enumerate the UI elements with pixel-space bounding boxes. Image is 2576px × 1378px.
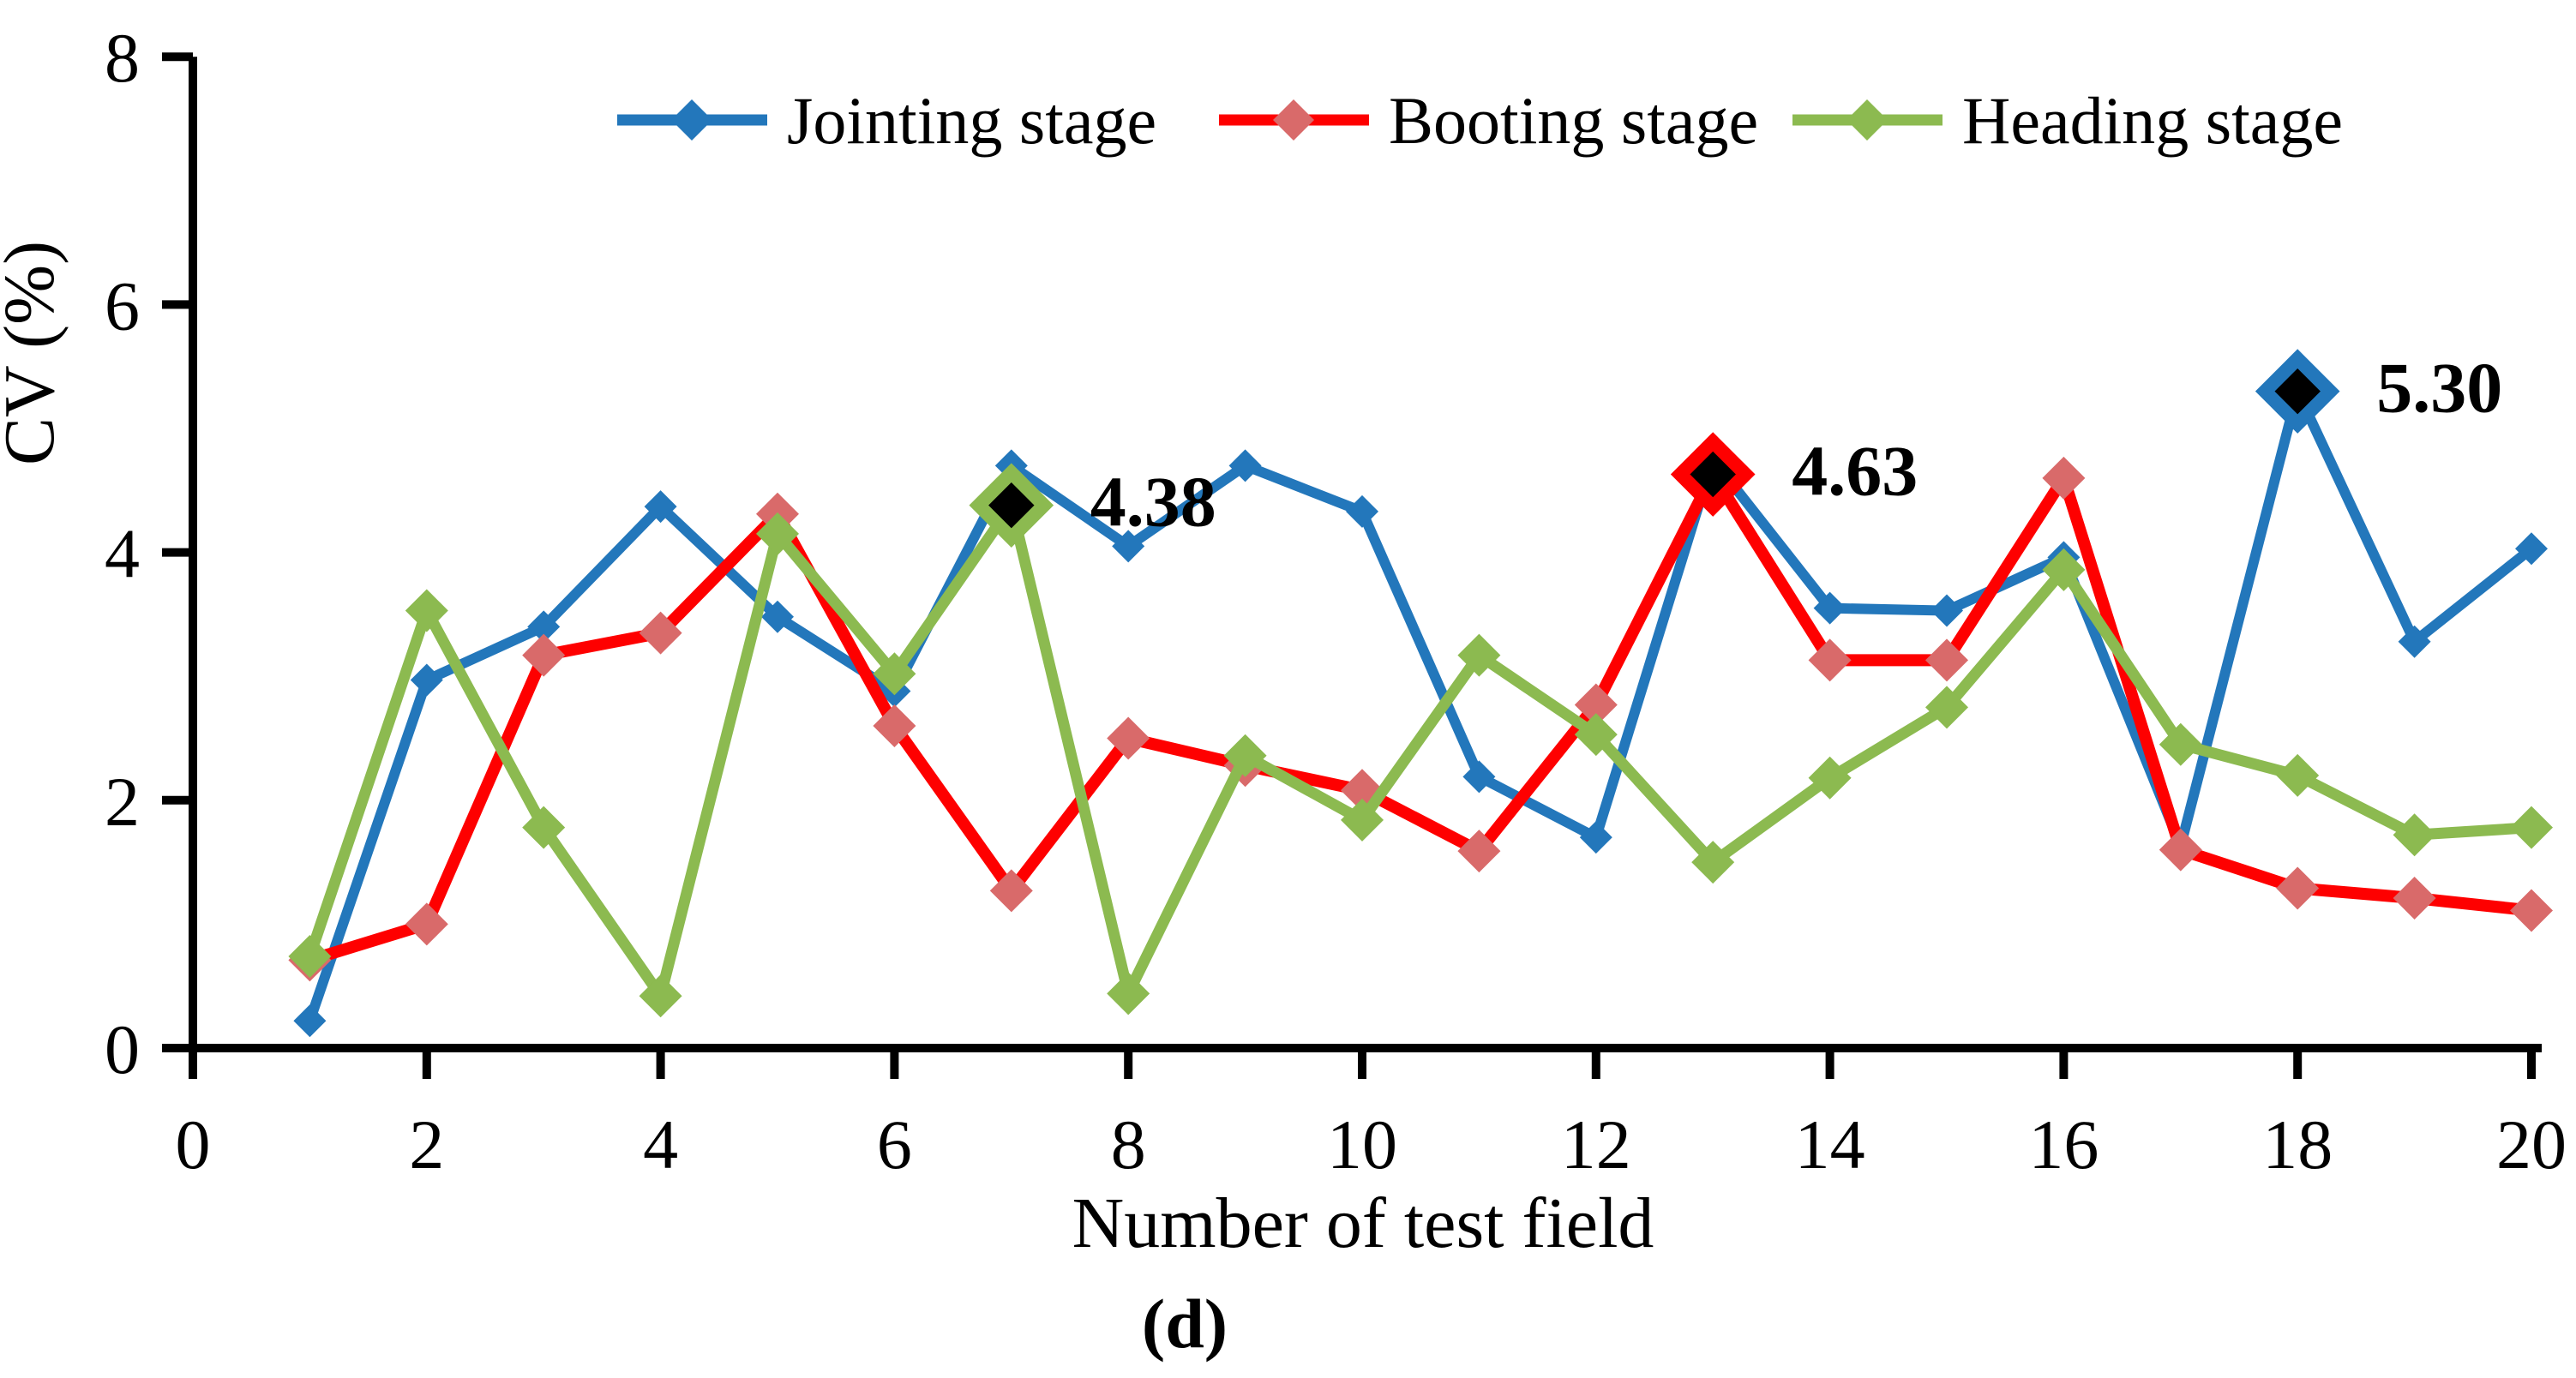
- heading-stage-marker: [2276, 753, 2320, 797]
- jointing-stage-marker: [644, 490, 677, 524]
- jointing-stage-marker: [1579, 821, 1612, 854]
- heading-stage-marker: [756, 512, 799, 555]
- booting-stage-marker: [2042, 456, 2086, 500]
- heading-stage-marker: [522, 806, 566, 849]
- legend: Jointing stage Booting stage Heading stage: [617, 83, 2343, 158]
- heading-stage-marker: [639, 974, 682, 1018]
- legend-label: Heading stage: [1962, 83, 2343, 158]
- x-tick-label: 0: [176, 1105, 211, 1183]
- jointing-stage-marker: [1462, 760, 1496, 794]
- heading-stage-marker: [1808, 756, 1852, 800]
- legend-item-jointing-stage: Jointing stage: [617, 83, 1156, 158]
- legend-label: Booting stage: [1389, 83, 1758, 158]
- jointing-stage-marker: [1813, 591, 1846, 625]
- jointing-stage-line: [304, 386, 2537, 1027]
- booting-stage-marker: [2159, 828, 2202, 872]
- jointing-stage-marker: [2515, 532, 2548, 566]
- x-tick-label: 16: [2028, 1105, 2099, 1183]
- booting-stage-marker: [639, 611, 682, 655]
- x-tick-label: 12: [1561, 1105, 1631, 1183]
- heading-stage-line: [303, 500, 2537, 1002]
- x-tick-label: 6: [877, 1105, 912, 1183]
- heading-stage-marker: [1107, 972, 1150, 1016]
- heading-stage-marker: [2393, 813, 2436, 857]
- jointing-stage-marker: [2398, 625, 2431, 658]
- annotation-label: 4.63: [1792, 432, 1918, 512]
- y-tick-label: 4: [105, 515, 140, 593]
- heading-stage-marker: [405, 589, 448, 632]
- x-tick-label: 4: [643, 1105, 678, 1183]
- heading-stage-marker: [1457, 633, 1501, 677]
- booting-stage-marker: [2510, 889, 2553, 932]
- highlight-marker: [969, 463, 1054, 548]
- legend-marker: [671, 99, 712, 141]
- heading-stage-marker: [1223, 734, 1267, 777]
- legend-label: Jointing stage: [787, 83, 1156, 158]
- jointing-stage-marker: [1346, 494, 1378, 528]
- booting-stage-marker: [1107, 716, 1150, 760]
- heading-stage-marker: [873, 652, 916, 696]
- x-tick-label: 8: [1111, 1105, 1146, 1183]
- legend-marker: [1846, 99, 1888, 141]
- axes: [162, 52, 2542, 1079]
- heading-stage-marker: [1341, 798, 1384, 842]
- heading-stage-marker: [2159, 722, 2202, 766]
- booting-stage-line: [303, 468, 2537, 967]
- annotation-label: 4.38: [1090, 463, 1216, 542]
- jointing-stage-marker: [527, 610, 561, 644]
- x-tick-label: 18: [2262, 1105, 2333, 1183]
- series-jointing-stage: [293, 374, 2548, 1038]
- jointing-stage-marker: [761, 600, 794, 633]
- annotations: 4.38 4.63 5.30: [969, 349, 2502, 548]
- jointing-stage-marker: [293, 1004, 327, 1038]
- y-tick-label: 6: [105, 267, 140, 344]
- heading-stage-marker: [2510, 806, 2553, 849]
- booting-stage-marker: [1574, 683, 1618, 727]
- heading-stage-marker: [2042, 548, 2086, 591]
- tick-labels: 0 2 4 6 8 0 2 4 6 8 10 12 14 16 18 20: [105, 19, 2567, 1183]
- heading-stage-marker: [1691, 841, 1735, 884]
- y-tick-label: 2: [105, 763, 140, 841]
- legend-marker: [1273, 99, 1314, 141]
- booting-stage-marker: [2393, 877, 2436, 920]
- legend-item-booting-stage: Booting stage: [1219, 83, 1758, 158]
- booting-stage-marker: [1457, 830, 1501, 873]
- x-axis-title: Number of test field: [1072, 1183, 1654, 1263]
- booting-stage-marker: [873, 704, 916, 748]
- booting-stage-marker: [405, 902, 448, 946]
- x-tick-label: 10: [1327, 1105, 1397, 1183]
- jointing-stage-marker: [1112, 530, 1145, 563]
- booting-stage-marker: [1808, 638, 1852, 682]
- legend-item-heading-stage: Heading stage: [1792, 83, 2343, 158]
- figure-caption: (d): [1142, 1285, 1228, 1363]
- booting-stage-marker: [989, 869, 1033, 913]
- data-series: [288, 374, 2553, 1038]
- jointing-stage-marker: [1930, 594, 1963, 627]
- x-tick-label: 14: [1795, 1105, 1865, 1183]
- x-tick-label: 20: [2496, 1105, 2567, 1183]
- annotation-label: 5.30: [2376, 349, 2502, 428]
- jointing-stage-marker: [1228, 449, 1262, 482]
- y-axis-title: CV (%): [0, 241, 69, 465]
- y-tick-label: 8: [105, 19, 140, 97]
- booting-stage-marker: [2276, 866, 2320, 910]
- series-heading-stage: [288, 483, 2553, 1018]
- heading-stage-marker: [1574, 713, 1618, 757]
- jointing-stage-marker: [410, 663, 443, 697]
- booting-stage-marker: [1925, 638, 1968, 682]
- highlight-marker: [1670, 432, 1756, 517]
- x-tick-label: 2: [409, 1105, 444, 1183]
- y-tick-label: 0: [105, 1010, 140, 1088]
- heading-stage-marker: [288, 934, 332, 978]
- heading-stage-marker: [1925, 686, 1968, 729]
- highlight-marker: [2255, 349, 2340, 434]
- booting-stage-marker: [522, 633, 566, 677]
